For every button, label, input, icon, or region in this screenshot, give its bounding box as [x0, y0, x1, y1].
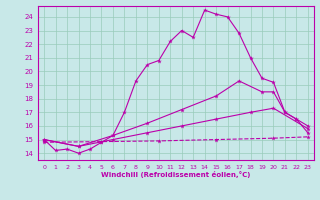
X-axis label: Windchill (Refroidissement éolien,°C): Windchill (Refroidissement éolien,°C) [101, 171, 251, 178]
